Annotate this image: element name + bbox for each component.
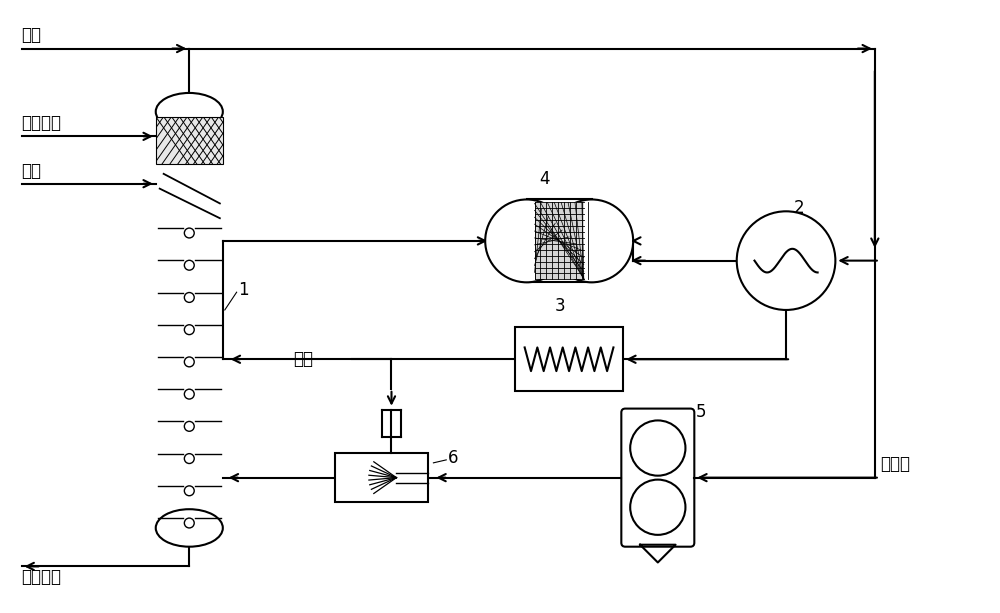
Circle shape [184,518,194,528]
Text: 空气: 空气 [22,26,42,44]
Ellipse shape [156,93,223,131]
Text: 去离子水: 去离子水 [22,115,62,132]
Bar [515,327,623,391]
Text: 2: 2 [794,199,805,218]
Circle shape [184,292,194,302]
Circle shape [184,228,194,238]
Text: 5: 5 [695,403,706,421]
Circle shape [630,479,685,535]
Circle shape [184,486,194,496]
Ellipse shape [156,509,223,547]
Bar [535,202,584,280]
Circle shape [184,389,194,399]
Circle shape [737,211,835,310]
Text: 4: 4 [539,170,550,188]
Bar [156,116,223,164]
Text: 净化胶乳: 净化胶乳 [22,568,62,587]
Circle shape [184,261,194,270]
Bar [156,112,223,528]
Text: 胶乳: 胶乳 [22,162,42,180]
Text: 净化气: 净化气 [880,455,910,473]
Ellipse shape [550,199,633,283]
Text: 1: 1 [239,281,249,299]
Circle shape [184,421,194,432]
Text: 6: 6 [448,449,459,467]
Circle shape [184,325,194,335]
Text: 3: 3 [554,297,565,315]
Circle shape [630,421,685,476]
Bar [335,453,428,502]
Bar [527,199,592,283]
Ellipse shape [485,199,568,283]
Text: 热水: 热水 [293,350,313,368]
Circle shape [184,454,194,463]
FancyBboxPatch shape [621,409,694,547]
Circle shape [184,357,194,367]
